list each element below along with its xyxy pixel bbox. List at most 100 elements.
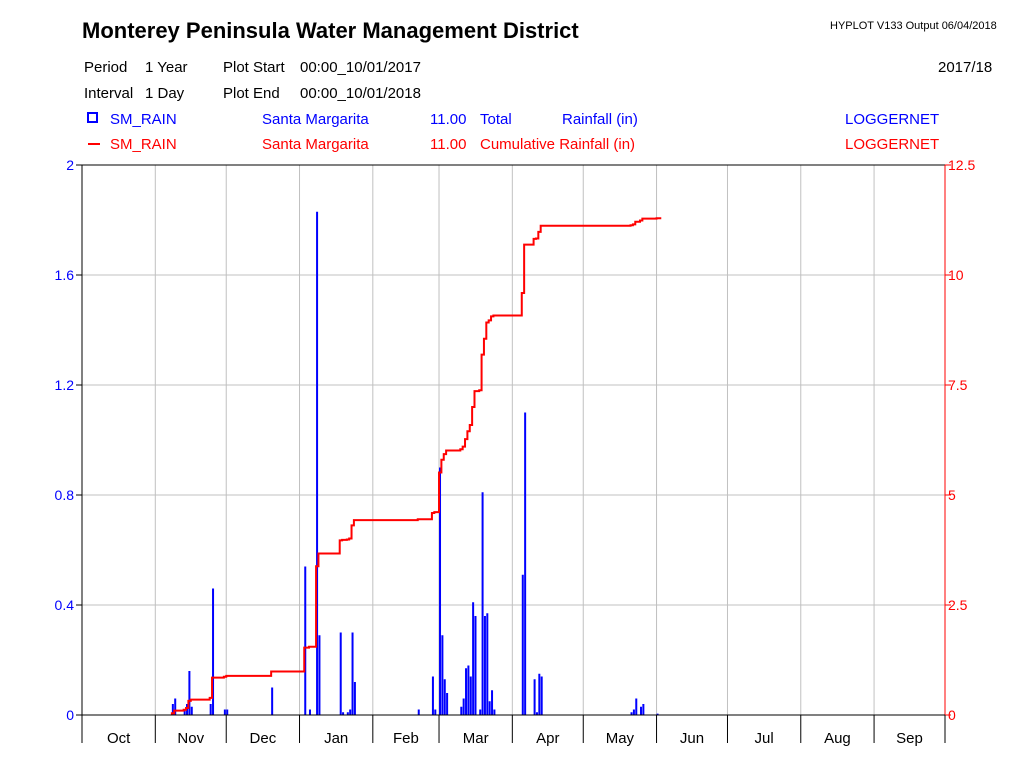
left-tick-label: 0.8	[55, 487, 75, 503]
rain-bar	[443, 679, 446, 715]
rain-bar	[308, 709, 311, 715]
rain-bar	[316, 211, 319, 715]
interval-value: 1 Day	[145, 85, 185, 102]
rain-bar	[183, 709, 186, 715]
rain-bar	[524, 412, 527, 715]
rain-bar	[486, 613, 489, 715]
month-label: Jun	[680, 730, 704, 747]
rain-bar	[417, 709, 420, 715]
month-label: Mar	[463, 730, 489, 747]
rain-bar	[488, 701, 491, 715]
rain-bar	[462, 698, 465, 715]
grid	[82, 164, 945, 716]
right-tick-label: 10	[948, 267, 964, 283]
rain-bar	[226, 709, 229, 715]
plot-start-value: 00:00_10/01/2017	[300, 59, 421, 76]
rain-bar	[538, 673, 541, 715]
rain-bar	[540, 676, 543, 715]
right-tick-label: 12.5	[948, 157, 975, 173]
daily-rainfall-bars	[171, 211, 659, 715]
rain-bar	[318, 635, 321, 715]
legend-1-source: LOGGERNET	[845, 111, 940, 128]
rain-bar	[642, 704, 645, 715]
month-label: Aug	[824, 730, 851, 747]
rain-bar	[533, 679, 536, 715]
period-value: 1 Year	[145, 59, 188, 76]
rain-bar	[188, 671, 191, 715]
rain-bar	[349, 709, 352, 715]
interval-label: Interval	[84, 85, 134, 102]
month-label: Jan	[324, 730, 348, 747]
rain-bar	[472, 602, 475, 715]
rain-bar	[439, 467, 442, 715]
rain-bar	[209, 704, 212, 715]
rain-bar	[223, 709, 226, 715]
cumulative-line-layer	[170, 217, 662, 715]
legend-box-icon	[87, 112, 98, 123]
rain-bar	[460, 706, 463, 715]
rain-bar	[481, 492, 484, 715]
rain-bar	[271, 687, 274, 715]
period-label: Period	[84, 59, 128, 76]
left-tick-label: 0.4	[55, 597, 75, 613]
rain-bar	[521, 574, 524, 715]
rain-bar	[304, 566, 307, 715]
rain-bar	[434, 709, 437, 715]
rain-bar	[630, 712, 633, 715]
rain-bar	[639, 706, 642, 715]
plot-end-label: Plot End	[223, 85, 280, 102]
left-tick-label: 1.6	[55, 267, 75, 283]
left-tick-label: 1.2	[55, 377, 75, 393]
month-label: May	[606, 730, 635, 747]
rain-bar	[353, 682, 356, 715]
month-label: Dec	[250, 730, 277, 747]
rain-bar	[342, 712, 345, 715]
legend-2-site: Santa Margarita	[262, 136, 369, 153]
rain-bar	[441, 635, 444, 715]
water-year: 2017/18	[938, 59, 993, 76]
rain-bar	[469, 676, 472, 715]
rain-bar	[635, 698, 638, 715]
rain-bar	[171, 704, 174, 715]
rain-bar	[491, 690, 494, 715]
month-label: Feb	[393, 730, 419, 747]
month-label: Sep	[896, 730, 923, 747]
rain-bar	[431, 676, 434, 715]
rain-bar	[446, 693, 449, 715]
left-tick-label: 0	[66, 707, 74, 723]
legend-2-code: SM_RAIN	[110, 136, 177, 153]
rain-bar	[632, 709, 635, 715]
rain-bar	[656, 713, 659, 715]
rain-bar	[483, 616, 486, 715]
legend-2-value: 11.00	[430, 136, 467, 153]
legend-2-source: LOGGERNET	[845, 136, 940, 153]
axes: 0 0.4 0.8 1.2 1.6 2 0 2.5 5 7.5 10 12.5 Oct Nov Dec Jan…	[55, 157, 976, 747]
rain-bar	[474, 616, 477, 715]
rain-bar	[174, 698, 177, 715]
rain-bar	[190, 706, 193, 715]
right-tick-label: 2.5	[948, 597, 968, 613]
version-stamp: HYPLOT V133 Output 06/04/2018	[830, 20, 997, 32]
rain-bar	[346, 712, 349, 715]
right-tick-label: 7.5	[948, 377, 968, 393]
legend-1-value: 11.00	[430, 111, 467, 128]
rain-bar	[479, 709, 482, 715]
right-tick-label: 5	[948, 487, 956, 503]
chart-title: Monterey Peninsula Water Management Dist…	[82, 18, 579, 43]
rain-bar	[465, 668, 468, 715]
month-label: Nov	[177, 730, 204, 747]
rain-bar	[339, 632, 342, 715]
right-tick-label: 0	[948, 707, 956, 723]
cumulative-rainfall-line	[170, 217, 662, 715]
legend-1-stat: Total	[480, 111, 512, 128]
legend-1-site: Santa Margarita	[262, 111, 369, 128]
left-tick-label: 2	[66, 157, 74, 173]
legend-line-icon	[88, 143, 100, 145]
legend-1-code: SM_RAIN	[110, 111, 177, 128]
legend-2-stat: Cumulative Rainfall (in)	[480, 136, 636, 153]
month-label: Jul	[755, 730, 774, 747]
month-label: Oct	[107, 730, 131, 747]
rain-bar	[467, 665, 470, 715]
plot-end-value: 00:00_10/01/2018	[300, 85, 421, 102]
